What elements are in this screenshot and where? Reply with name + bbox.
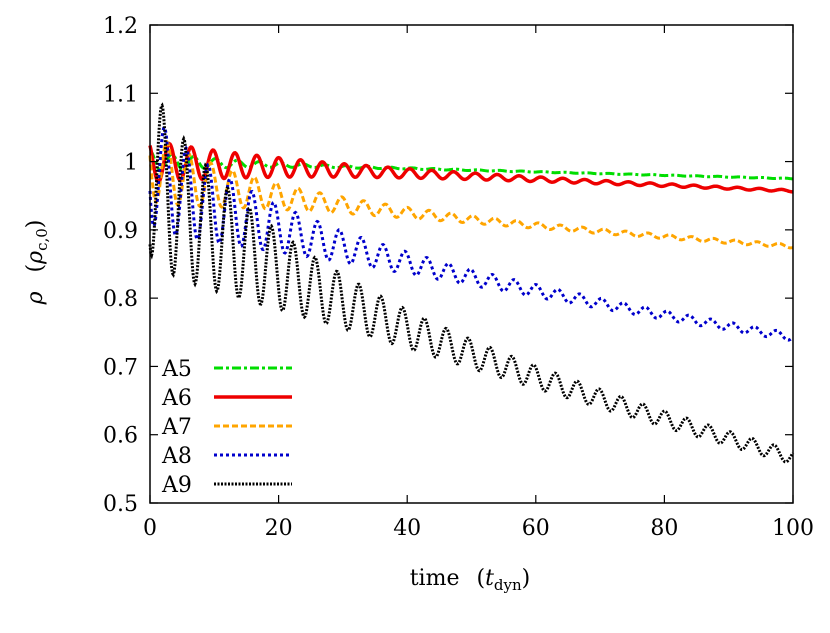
x-tick-label: 40 [393,516,421,541]
y-tick-label: 0.8 [103,287,138,312]
x-tick-label: 0 [143,516,157,541]
y-tick-label: 0.5 [103,492,138,517]
y-tick-label: 0.7 [103,355,138,380]
y-tick-label: 1.2 [103,14,138,39]
x-axis-label-paren-close: ) [522,566,531,591]
x-tick-label: 80 [650,516,678,541]
y-tick-label: 0.6 [103,424,138,449]
x-axis-label: time (tdyn) [410,566,531,594]
series-line-A8 [148,124,795,342]
x-axis-label-subscript: dyn [494,576,522,594]
series-line-A6 [148,141,794,194]
legend-label: A7 [161,415,192,440]
plot-area [148,102,795,464]
series-line-A9 [148,102,795,464]
plot-frame [149,24,794,504]
legend-label: A5 [161,357,192,382]
y-tick-label: 1.1 [103,82,138,107]
series-line-A5 [149,149,794,181]
y-axis-label-paren-open: ( [23,264,48,273]
y-axis-label-symbol: ρ [23,251,48,265]
series-line-A7 [148,139,794,250]
x-axis-label-paren-open: ( [476,566,485,591]
y-tick-label: 0.9 [103,219,138,244]
legend-label: A9 [161,473,192,498]
x-tick-label: 100 [772,516,814,541]
x-axis-label-symbol: t [485,566,494,591]
legend-label: A6 [161,386,192,411]
x-axis-label-main: time [410,566,460,591]
y-axis-label-paren-close: ) [23,220,48,229]
y-tick-label: 1 [124,151,138,176]
y-axis-label: ρ (ρc,0) [23,220,51,306]
y-axis-label-subscript: c,0 [33,228,51,251]
axis-ticks: 0 20 40 60 80 100 0.5 0.6 0.7 0.8 0.9 1 1.1 1.2 [103,14,814,541]
y-axis-label-main: ρ [23,291,48,305]
legend: A5 A6 A7 A8 A9 [161,357,292,498]
legend-label: A8 [161,444,192,469]
x-tick-label: 60 [522,516,550,541]
x-tick-label: 20 [265,516,293,541]
